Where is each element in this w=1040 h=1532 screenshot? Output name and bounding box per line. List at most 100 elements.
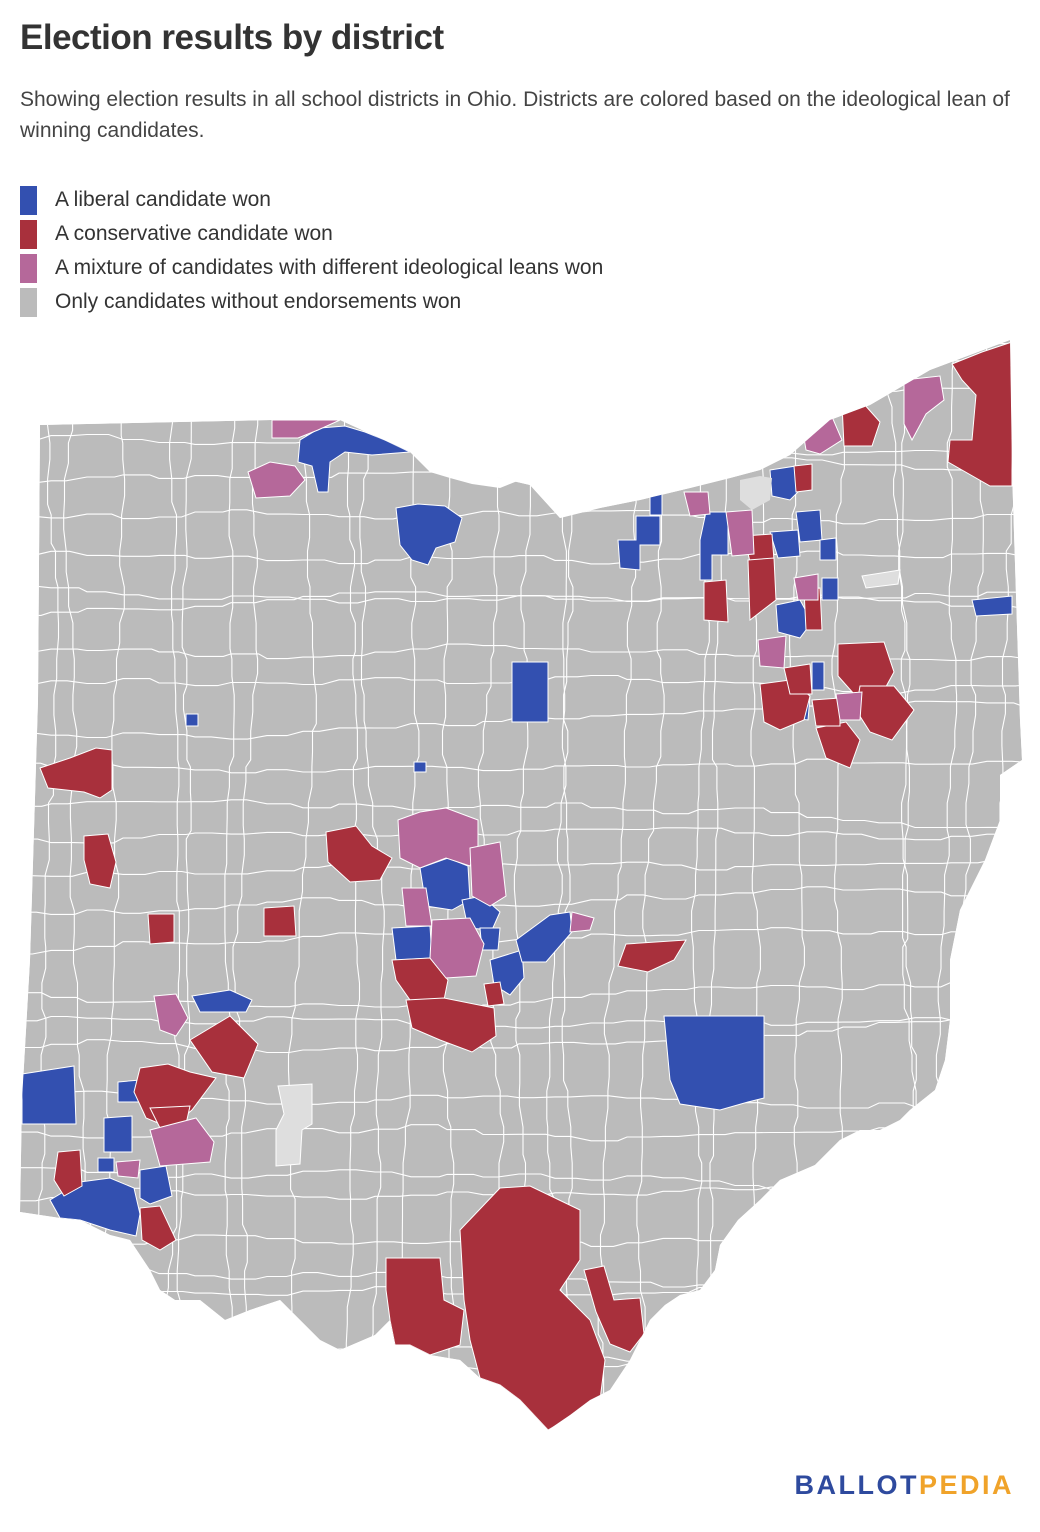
lake-erie-shoreline	[410, 452, 520, 488]
legend-label-no-endorsement: Only candidates without endorsements won	[55, 290, 462, 313]
district-mixture-columbus-north	[397, 807, 479, 869]
chart-title: Election results by district	[20, 18, 444, 57]
district-boundary-line	[20, 976, 1022, 1010]
district-mixture-granville	[569, 911, 595, 933]
district-mixture-akron-south	[757, 635, 787, 669]
district-conservative-circleville	[405, 997, 497, 1053]
district-no-data-clinton	[275, 1083, 313, 1167]
legend-swatch-no-endorsement	[20, 287, 37, 317]
district-liberal-hamilton	[103, 1115, 133, 1153]
district-conservative-cinti-west	[53, 1149, 83, 1197]
district-liberal-delaware	[413, 761, 427, 773]
district-liberal-toledo	[297, 425, 412, 493]
district-liberal-canton-a	[811, 661, 825, 691]
district-conservative-canton-north	[783, 663, 813, 695]
district-no-data-ravenna	[861, 569, 901, 589]
district-conservative-carrollton	[815, 721, 861, 769]
district-conservative-xenia	[189, 1015, 259, 1079]
legend-swatch-mixture	[20, 253, 37, 283]
district-liberal-cleveland	[769, 465, 801, 501]
district-liberal-youngstown	[971, 595, 1013, 617]
legend-item-conservative: A conservative candidate won	[20, 217, 603, 251]
district-boundary-line	[3, 335, 19, 1436]
ohio-state-base	[20, 340, 1022, 1430]
district-boundary-line	[20, 591, 1022, 616]
cleveland-harbor	[740, 476, 772, 510]
district-conservative-newark	[617, 939, 687, 973]
district-conservative-southeast-cluster-a	[385, 1257, 465, 1356]
district-mixture-kettering	[149, 1117, 215, 1167]
district-liberal-hilliard	[391, 925, 433, 961]
legend: A liberal candidate won A conservative c…	[20, 183, 603, 319]
district-liberal-east-suburb	[795, 509, 823, 543]
district-mixture-lakewood	[683, 491, 711, 517]
district-mixture-parma	[725, 509, 755, 557]
district-boundary-line	[168, 340, 188, 1430]
district-conservative-pickerington	[483, 981, 505, 1007]
district-boundary-line	[224, 340, 236, 1430]
ohio-school-district-map	[3, 335, 1022, 1436]
legend-item-liberal: A liberal candidate won	[20, 183, 603, 217]
district-liberal-tiffin	[511, 661, 549, 723]
district-boundary-line	[20, 340, 1022, 348]
district-liberal-cincinnati	[49, 1177, 141, 1237]
district-conservative-bellefontaine	[263, 905, 297, 937]
legend-swatch-conservative	[20, 219, 37, 249]
district-boundary-line	[20, 799, 1022, 829]
district-liberal-mariemont	[97, 1157, 115, 1173]
district-liberal-cleveland-heights	[769, 529, 801, 559]
district-mixture-tipp-city	[153, 993, 189, 1037]
district-liberal-cambridge	[663, 1015, 765, 1111]
legend-item-mixture: A mixture of candidates with different i…	[20, 251, 603, 285]
district-conservative-east-cle	[793, 463, 813, 493]
district-boundary-line	[597, 340, 640, 1430]
logo-text-pedia: PEDIA	[918, 1470, 1014, 1500]
district-conservative-medina	[703, 579, 729, 623]
district-boundary-line	[20, 358, 1022, 378]
district-mixture-chardon	[903, 375, 945, 442]
ballotpedia-logo: BALLOTPEDIA	[794, 1470, 1014, 1501]
district-mixture-hudson	[793, 573, 819, 601]
district-liberal-cincinnati-east	[139, 1165, 173, 1205]
logo-text-ballot: BALLOT	[794, 1470, 919, 1500]
district-boundary-line	[20, 827, 1022, 844]
district-boundary-line	[154, 340, 192, 1430]
district-conservative-northeast-corner	[947, 341, 1013, 487]
district-conservative-massillon	[811, 697, 841, 727]
district-liberal-oxford	[21, 1065, 77, 1125]
district-conservative-van-wert	[39, 747, 113, 799]
district-liberal-kent	[821, 577, 839, 601]
district-boundary-line	[636, 340, 665, 1430]
district-mixture-canton-center	[835, 691, 863, 721]
district-boundary-line	[20, 550, 1022, 565]
district-conservative-brunswick	[747, 557, 777, 621]
legend-label-liberal: A liberal candidate won	[55, 188, 271, 211]
district-mixture-toledo-north	[271, 419, 341, 439]
district-conservative-marysville	[325, 825, 393, 883]
district-boundary-line	[359, 340, 385, 1430]
district-boundary-line	[20, 758, 1022, 774]
legend-swatch-liberal	[20, 185, 37, 215]
district-conservative-celina	[83, 833, 117, 889]
district-mixture-columbus-center	[429, 917, 485, 979]
district-boundary-line	[343, 340, 361, 1430]
district-mixture-cinti-north	[115, 1159, 141, 1179]
legend-label-mixture: A mixture of candidates with different i…	[55, 256, 604, 279]
district-liberal-oakwood	[191, 989, 253, 1013]
district-boundary-line	[232, 340, 263, 1430]
district-mixture-westerville-north	[469, 841, 507, 907]
district-boundary-line	[20, 1405, 1022, 1428]
district-liberal-sandusky-area	[617, 515, 661, 571]
district-boundary-line	[20, 509, 1022, 525]
legend-item-no-endorsement: Only candidates without endorsements won	[20, 285, 603, 319]
district-boundary-line	[20, 856, 1022, 877]
district-conservative-cinti-east	[139, 1205, 177, 1251]
district-conservative-southeast-cluster-b	[459, 1185, 606, 1430]
district-liberal-lorain	[649, 491, 663, 516]
district-liberal-solon	[819, 537, 837, 561]
district-boundary-line	[20, 1017, 1022, 1054]
district-boundary-line	[20, 886, 1022, 915]
district-liberal-bowling-green	[395, 503, 463, 566]
legend-label-conservative: A conservative candidate won	[55, 222, 333, 245]
district-mixture-maumee	[247, 461, 306, 499]
